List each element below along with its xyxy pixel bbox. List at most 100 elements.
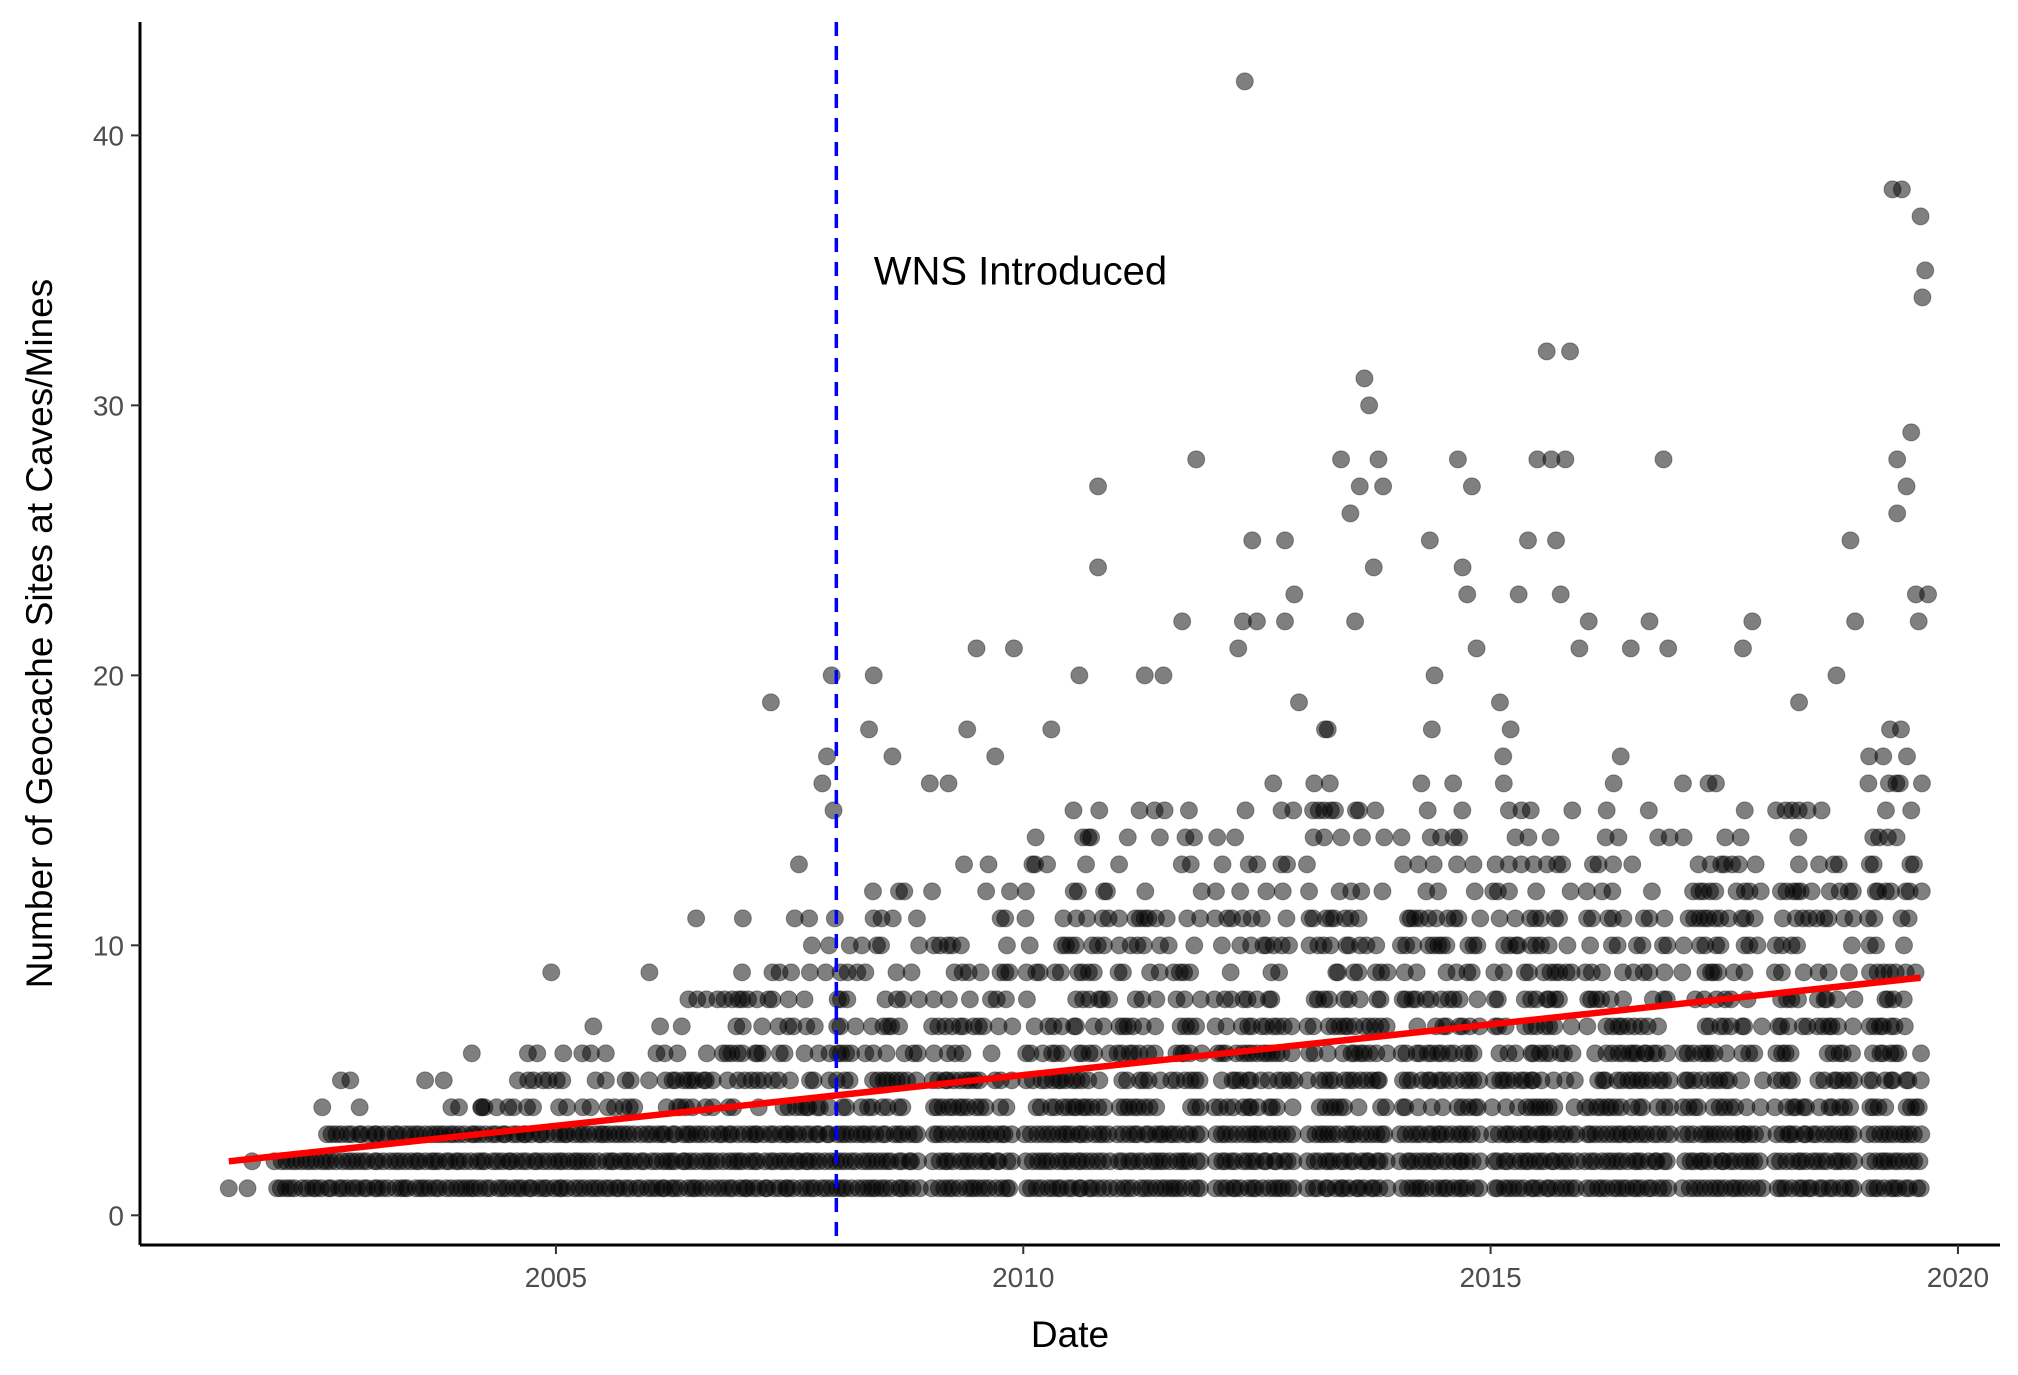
data-point — [558, 1098, 577, 1117]
data-point — [1448, 855, 1467, 874]
data-point — [1581, 936, 1600, 955]
data-point — [1418, 801, 1437, 820]
data-point — [872, 936, 891, 955]
data-point — [1655, 909, 1674, 928]
x-tick-label: 2015 — [1459, 1262, 1521, 1293]
data-point — [621, 1071, 640, 1090]
data-point — [1561, 342, 1580, 361]
data-point — [1341, 504, 1360, 523]
data-point — [1206, 882, 1225, 901]
data-point — [1706, 882, 1725, 901]
data-point — [1181, 963, 1200, 982]
data-point — [1829, 855, 1848, 874]
data-point — [890, 1017, 909, 1036]
data-point — [1320, 774, 1339, 793]
data-point — [1150, 828, 1169, 847]
data-point — [1897, 477, 1916, 496]
data-point — [1213, 855, 1232, 874]
data-point — [1394, 855, 1413, 874]
data-point — [472, 1098, 491, 1117]
y-tick-label: 10 — [93, 930, 124, 961]
data-point — [1673, 774, 1692, 793]
data-point — [1350, 477, 1369, 496]
data-point — [1919, 585, 1938, 604]
data-point — [1321, 936, 1340, 955]
data-point — [971, 963, 990, 982]
data-point — [1191, 1152, 1210, 1171]
data-point — [219, 1179, 238, 1198]
data-point — [958, 720, 977, 739]
data-point — [1157, 909, 1176, 928]
data-point — [996, 909, 1015, 928]
data-point — [804, 1071, 823, 1090]
data-point — [1349, 801, 1368, 820]
data-point — [1017, 990, 1036, 1009]
data-point — [1904, 855, 1923, 874]
wns-introduced-annotation: WNS Introduced — [874, 249, 1167, 293]
data-point — [1181, 855, 1200, 874]
data-point — [1113, 963, 1132, 982]
data-point — [1746, 855, 1765, 874]
data-point — [1561, 882, 1580, 901]
data-point — [1450, 828, 1469, 847]
data-point — [1412, 774, 1431, 793]
y-tick-label: 40 — [93, 120, 124, 151]
data-point — [1155, 801, 1174, 820]
data-point — [1549, 990, 1568, 1009]
data-point — [1527, 882, 1546, 901]
data-point — [1911, 207, 1930, 226]
data-point — [1409, 855, 1428, 874]
data-point — [1772, 963, 1791, 982]
data-point — [1110, 855, 1129, 874]
data-point — [1270, 963, 1289, 982]
data-point — [1521, 801, 1540, 820]
data-point — [1539, 936, 1558, 955]
data-point — [1078, 909, 1097, 928]
data-point — [1735, 801, 1754, 820]
data-point — [1551, 585, 1570, 604]
data-point — [1068, 882, 1087, 901]
data-point — [781, 1071, 800, 1090]
data-point — [1674, 936, 1693, 955]
data-point — [1562, 1017, 1581, 1036]
data-point — [775, 1044, 794, 1063]
data-point — [908, 1125, 927, 1144]
data-point — [1711, 936, 1730, 955]
data-point — [1373, 882, 1392, 901]
data-point — [1578, 1017, 1597, 1036]
data-point — [1563, 801, 1582, 820]
data-point — [1464, 855, 1483, 874]
data-point — [1082, 828, 1101, 847]
data-point — [1841, 531, 1860, 550]
data-point — [1425, 666, 1444, 685]
data-point — [1888, 450, 1907, 469]
data-point — [1839, 963, 1858, 982]
data-point — [1437, 936, 1456, 955]
data-point — [1118, 828, 1137, 847]
data-point — [1407, 963, 1426, 982]
data-point — [1912, 1044, 1931, 1063]
data-point — [1660, 1071, 1679, 1090]
trend-line — [228, 974, 1921, 1165]
data-point — [1085, 1044, 1104, 1063]
data-point — [1506, 1044, 1525, 1063]
data-point — [1902, 423, 1921, 442]
data-point — [1070, 666, 1089, 685]
data-point — [860, 720, 879, 739]
data-point — [824, 801, 843, 820]
data-point — [1458, 585, 1477, 604]
data-point — [1519, 828, 1538, 847]
data-point — [864, 666, 883, 685]
data-point — [977, 882, 996, 901]
data-point — [1349, 963, 1368, 982]
data-point — [1912, 774, 1931, 793]
data-point — [1876, 801, 1895, 820]
data-point — [1375, 1125, 1394, 1144]
data-point — [1304, 1017, 1323, 1036]
data-point — [1352, 882, 1371, 901]
data-point — [1819, 963, 1838, 982]
data-point — [1429, 882, 1448, 901]
data-point — [1844, 1071, 1863, 1090]
data-point — [979, 855, 998, 874]
data-point — [1717, 1044, 1736, 1063]
